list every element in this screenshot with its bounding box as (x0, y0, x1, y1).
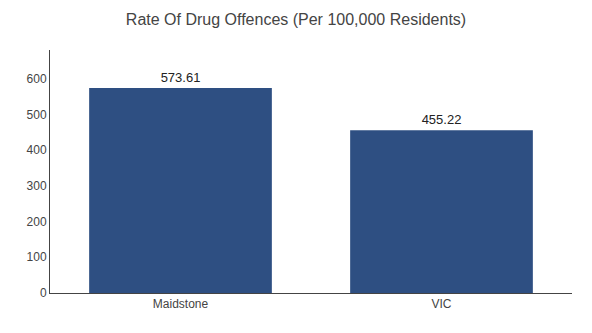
svg-text:200: 200 (27, 215, 47, 229)
svg-text:VIC: VIC (431, 297, 451, 311)
svg-text:Maidstone: Maidstone (153, 297, 209, 311)
svg-text:300: 300 (27, 179, 47, 193)
svg-text:600: 600 (27, 72, 47, 86)
svg-text:455.22: 455.22 (422, 112, 462, 127)
svg-text:0: 0 (40, 286, 47, 300)
svg-text:100: 100 (27, 250, 47, 264)
svg-text:500: 500 (27, 108, 47, 122)
svg-text:400: 400 (27, 143, 47, 157)
svg-text:573.61: 573.61 (161, 70, 201, 85)
svg-text:Rate Of Drug Offences (Per 100: Rate Of Drug Offences (Per 100,000 Resid… (126, 11, 466, 28)
